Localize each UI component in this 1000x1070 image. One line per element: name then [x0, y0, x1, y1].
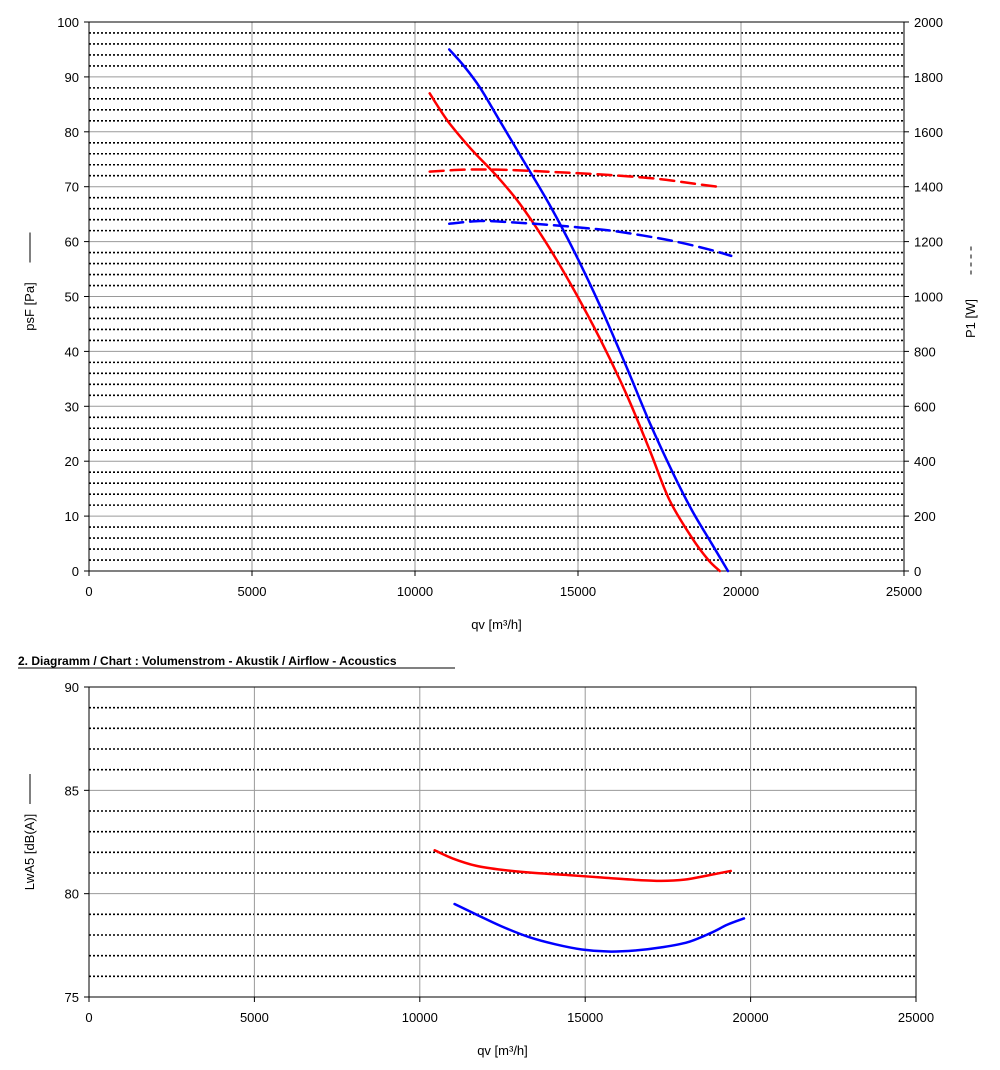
y-right-tick-label: 800 [914, 344, 936, 359]
x-tick-label: 5000 [240, 1010, 269, 1025]
series-line-2 [453, 902, 746, 953]
y-tick-label: 40 [65, 344, 79, 359]
y-tick-label: 30 [65, 399, 79, 414]
series-line-1 [428, 92, 722, 573]
pressure-power-chart: 0 5000 10000 15000 20000 25000010203040506070… [22, 15, 978, 632]
plot-frame [88, 686, 917, 998]
y-tick-label: 90 [65, 680, 79, 695]
y-axis-label: psF [Pa] [22, 282, 37, 330]
y-right-tick-label: 1000 [914, 290, 943, 305]
x-tick-label: 10000 [397, 584, 433, 599]
x-tick-label: 5000 [238, 584, 267, 599]
acoustics-chart-title: 2. Diagramm / Chart : Volumenstrom - Aku… [18, 654, 397, 668]
acoustics-chart: 2. Diagramm / Chart : Volumenstrom - Aku… [18, 654, 934, 1058]
y-right-tick-label: 2000 [914, 15, 943, 30]
y-tick-label: 90 [65, 70, 79, 85]
y-tick-label: 20 [65, 454, 79, 469]
y-tick-label: 80 [65, 887, 79, 902]
x-tick-label: 25000 [886, 584, 922, 599]
y-right-axis-label: P1 [W] [963, 299, 978, 338]
y-right-tick-label: 1200 [914, 235, 943, 250]
x-tick-label: 15000 [567, 1010, 603, 1025]
y-right-tick-label: 600 [914, 399, 936, 414]
y-tick-label: 85 [65, 783, 79, 798]
x-tick-label: 20000 [733, 1010, 769, 1025]
series-line-3 [428, 168, 723, 189]
x-tick-label: 0 [85, 1010, 92, 1025]
y-tick-label: 75 [65, 990, 79, 1005]
y-right-tick-label: 1800 [914, 70, 943, 85]
y-right-tick-label: 400 [914, 454, 936, 469]
x-tick-label: 0 [85, 584, 92, 599]
x-tick-label: 20000 [723, 584, 759, 599]
y-right-tick-label: 0 [914, 564, 921, 579]
y-right-tick-label: 1400 [914, 180, 943, 195]
series-line-4 [447, 219, 733, 258]
y-axis-label: LwA5 [dB(A)] [22, 814, 37, 891]
y-tick-label: 100 [57, 15, 79, 30]
y-tick-label: 80 [65, 125, 79, 140]
y-right-tick-label: 200 [914, 509, 936, 524]
y-tick-label: 50 [65, 290, 79, 305]
y-tick-label: 60 [65, 235, 79, 250]
x-tick-label: 25000 [898, 1010, 934, 1025]
y-tick-label: 70 [65, 180, 79, 195]
x-axis-label: qv [m³/h] [477, 1043, 528, 1058]
y-tick-label: 10 [65, 509, 79, 524]
series-line-1 [433, 849, 733, 883]
series-line-2 [447, 48, 730, 573]
x-tick-label: 10000 [402, 1010, 438, 1025]
x-tick-label: 15000 [560, 584, 596, 599]
y-tick-label: 0 [72, 564, 79, 579]
y-right-tick-label: 1600 [914, 125, 943, 140]
x-axis-label: qv [m³/h] [471, 617, 522, 632]
